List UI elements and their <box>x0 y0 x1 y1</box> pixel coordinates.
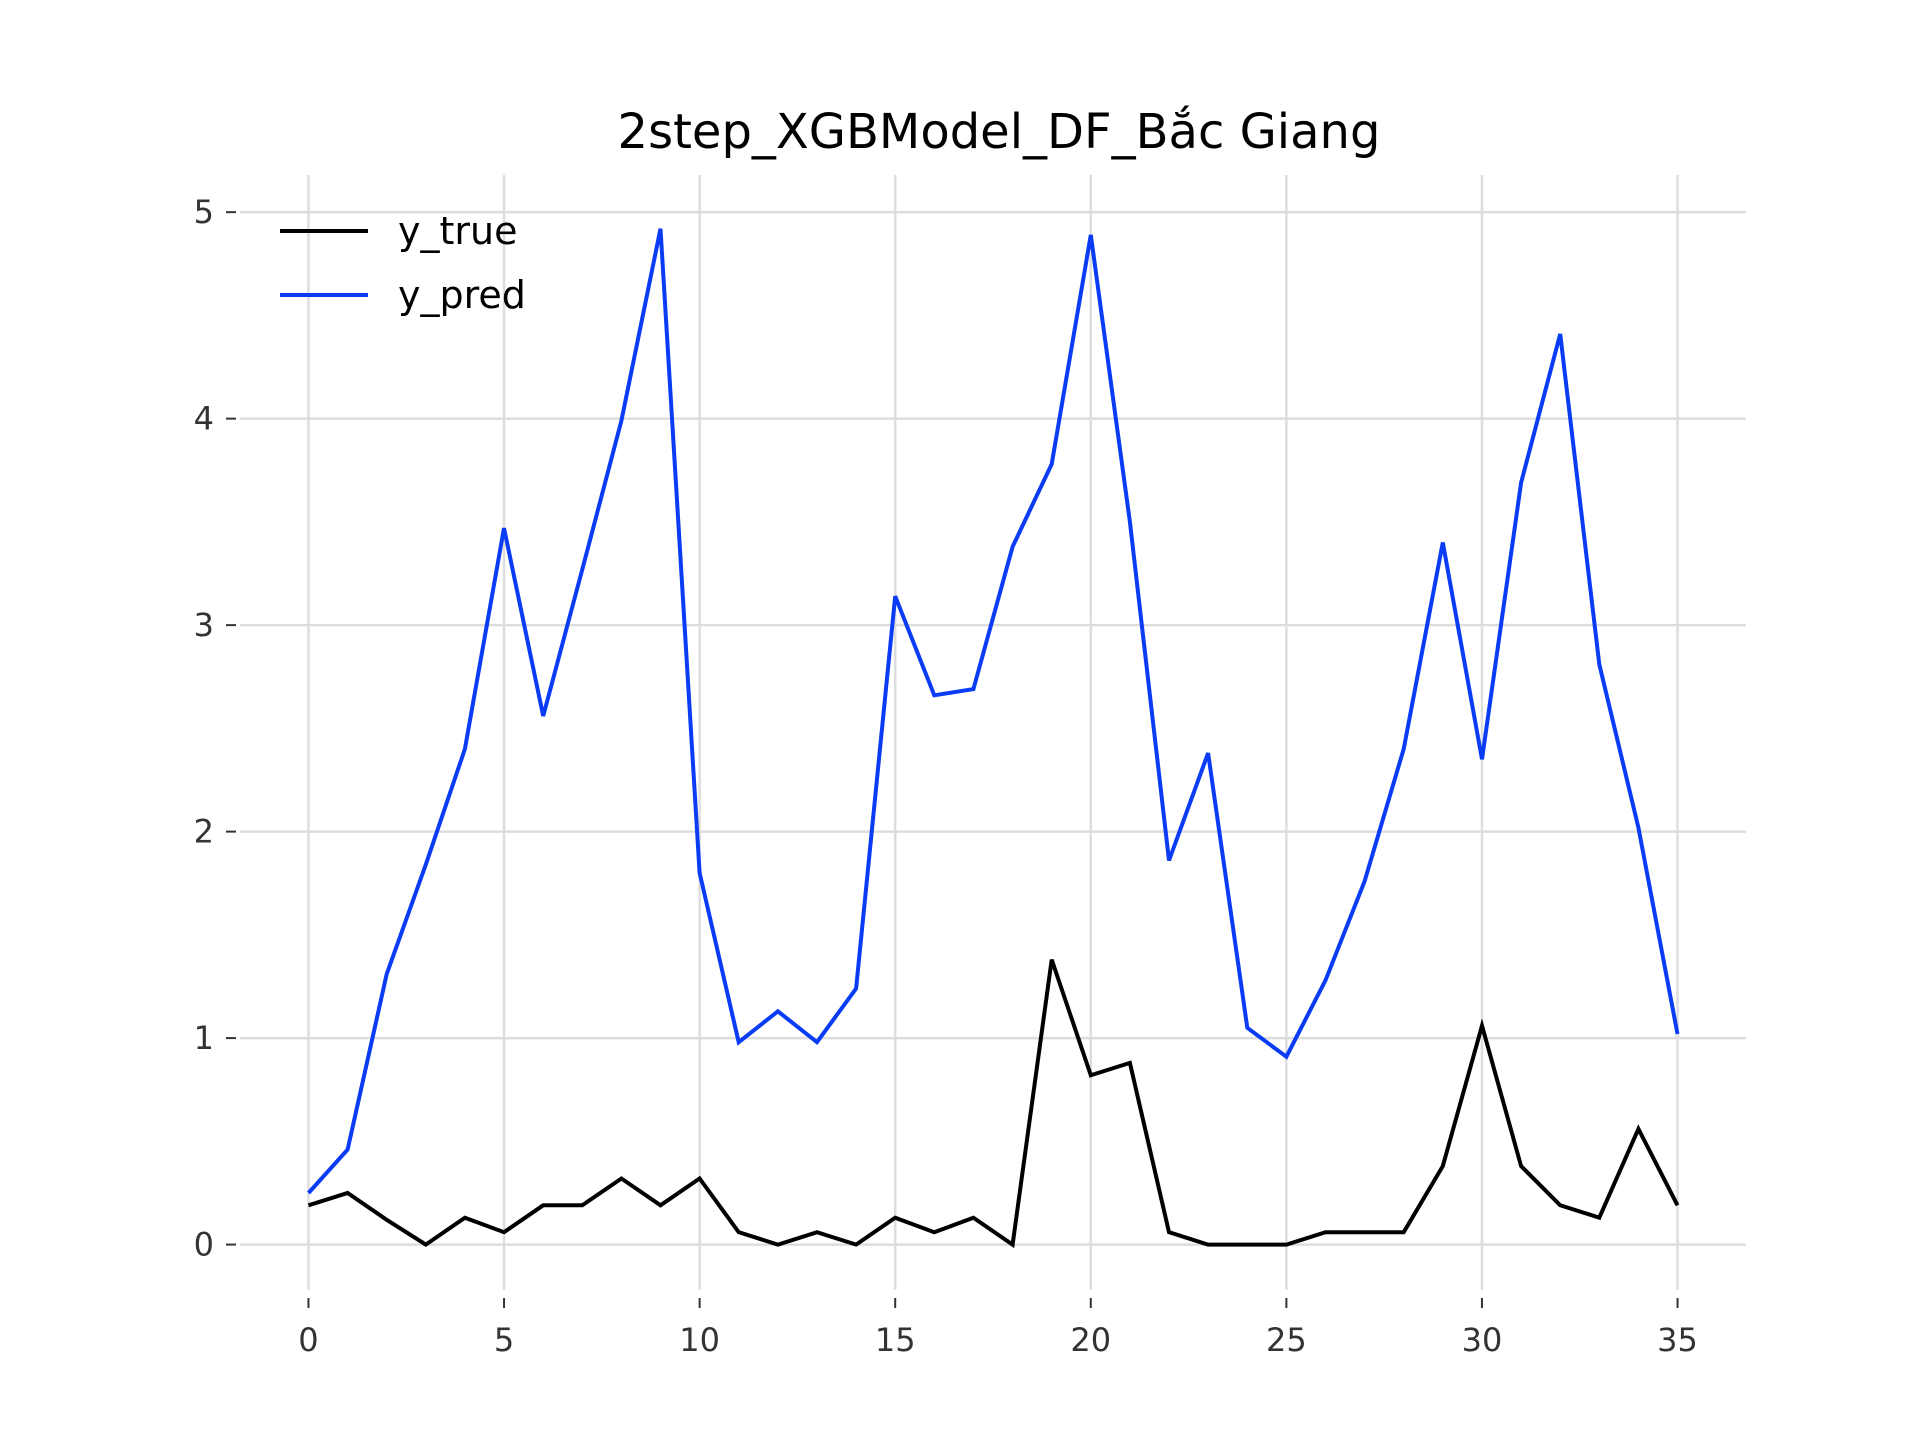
series-line-y-true <box>307 958 1680 1249</box>
y-tick-label: 1 <box>194 1019 214 1057</box>
x-tick-label: 25 <box>1266 1321 1307 1359</box>
grid <box>240 175 1746 1290</box>
y-tick-label: 3 <box>194 606 214 644</box>
legend-label-y-true: y_true <box>398 209 517 253</box>
x-tick-label: 35 <box>1657 1321 1698 1359</box>
series-line-y-pred <box>307 228 1680 1195</box>
x-tick-label: 5 <box>494 1321 514 1359</box>
x-tick-label: 0 <box>298 1321 318 1359</box>
x-tick-label: 15 <box>875 1321 916 1359</box>
x-tick-label: 10 <box>679 1321 720 1359</box>
x-tick-label: 30 <box>1462 1321 1503 1359</box>
chart-title: 2step_XGBModel_DF_Bắc Giang <box>618 104 1381 160</box>
legend-label-y-pred: y_pred <box>398 273 526 317</box>
y-tick-label: 0 <box>194 1226 214 1264</box>
legend: y_true y_pred <box>280 209 526 317</box>
series-lines <box>307 228 1680 1249</box>
y-tick-label: 4 <box>194 400 214 438</box>
y-tick-label: 2 <box>194 813 214 851</box>
y-tick-label: 5 <box>194 193 214 231</box>
axis-ticks: 0 5 10 15 20 25 30 35 0 1 2 3 4 5 <box>194 193 1698 1359</box>
x-tick-label: 20 <box>1070 1321 1111 1359</box>
